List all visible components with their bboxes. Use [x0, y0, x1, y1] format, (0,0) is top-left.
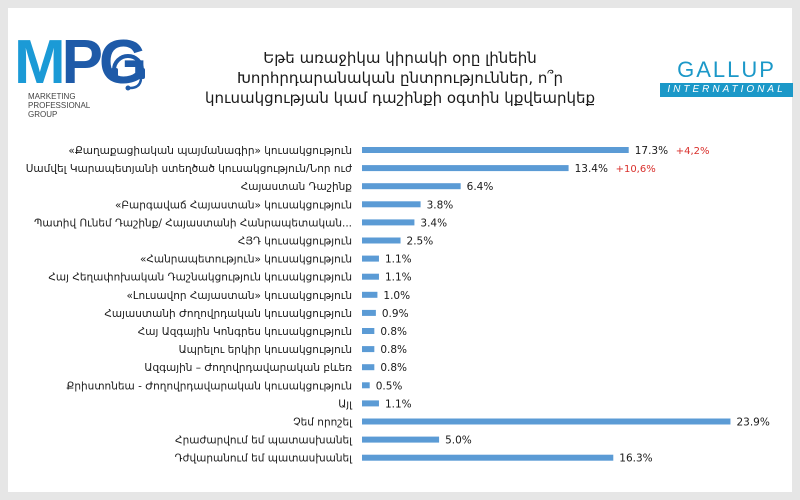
- category-label: Այլ: [338, 398, 353, 410]
- value-label: 2.5%: [407, 236, 434, 248]
- value-label: 0.8%: [380, 344, 407, 356]
- chart-title-line: Եթե առաջիկա կիրակի օրը լինեին: [263, 49, 537, 67]
- chart-title-line: Խորհրդարանական ընտրություններ, ո՞ր: [236, 69, 564, 87]
- change-label: +10,6%: [616, 164, 656, 175]
- value-label: 0.8%: [380, 362, 407, 374]
- mpg-subtitle: Marketing Professional Group: [28, 92, 91, 120]
- bar: [362, 328, 375, 334]
- gallup-logo-tagline: INTERNATIONAL: [660, 83, 793, 97]
- chart-title-line: կուսակցության կամ դաշինքի օգտին կքվեարկե…: [204, 89, 596, 107]
- bar: [362, 418, 731, 425]
- category-label: Հայ Հեղափոխական Դաշնակցություն կուսակցու…: [48, 272, 352, 284]
- bar: [362, 183, 461, 190]
- value-label: 13.4%: [575, 163, 608, 175]
- value-label: 23.9%: [736, 417, 769, 429]
- bar: [362, 273, 379, 280]
- bar: [362, 291, 378, 298]
- bar: [362, 255, 379, 262]
- category-label: Դժվարանում եմ պատասխանել: [175, 453, 353, 465]
- bar: [362, 382, 370, 389]
- bar: [362, 147, 629, 153]
- category-label: Հրաժարվում եմ պատասխանել: [175, 435, 353, 447]
- bar: [362, 219, 415, 226]
- bar: [362, 364, 375, 371]
- category-label: Քրիստոնեա - Ժողովրդավարական կուսակցությո…: [66, 380, 352, 392]
- mpg-letter-p: P: [61, 28, 103, 97]
- chart-title: Եթե առաջիկա կիրակի օրը լինեին Խորհրդարան…: [170, 48, 630, 108]
- value-label: 0.9%: [382, 308, 409, 320]
- category-label: ՀՅԴ կուսակցություն: [238, 236, 352, 248]
- category-label: Ապրելու երկիր կուսակցություն: [179, 344, 352, 356]
- value-label: 0.8%: [380, 326, 407, 338]
- value-label: 1.1%: [385, 398, 412, 410]
- headset-icon: [111, 54, 145, 91]
- value-label: 1.1%: [385, 272, 412, 284]
- value-label: 6.4%: [467, 181, 494, 193]
- bar: [362, 400, 379, 407]
- bar: [362, 165, 569, 172]
- mpg-letter-m: M: [14, 28, 66, 97]
- value-label: 5.0%: [445, 435, 472, 447]
- bar: [362, 436, 440, 443]
- bar: [362, 201, 421, 208]
- value-label: 1.1%: [385, 254, 412, 266]
- value-label: 1.0%: [383, 290, 410, 302]
- category-label: Հայաստան Դաշինք: [241, 181, 353, 193]
- category-label: Սամվել Կարապետյանի ստեղծած կուսակցությու…: [26, 163, 352, 175]
- change-label: +4,2%: [676, 146, 710, 157]
- value-label: 3.8%: [427, 199, 454, 211]
- mpg-logo: MPG Marketing Professional Group: [14, 32, 149, 127]
- bar: [362, 454, 614, 461]
- bar: [362, 346, 375, 353]
- category-label: Պատիվ Ունեմ Դաշինք/ Հայաստանի Հանրապետակ…: [34, 217, 352, 229]
- value-label: 17.3%: [635, 145, 668, 157]
- value-label: 16.3%: [619, 453, 652, 465]
- category-label: «Լուսավոր Հայաստան» կուսակցություն: [126, 290, 352, 302]
- category-label: Չեմ որոշել: [293, 417, 353, 429]
- value-label: 3.4%: [420, 217, 447, 229]
- category-label: «Բարգավաճ Հայաստան» կուսակցություն: [115, 199, 352, 211]
- bar: [362, 237, 401, 244]
- category-label: «Քաղաքացիական պայմանագիր» կուսակցություն: [68, 145, 352, 157]
- category-label: Հայաստանի Ժողովրդական կուսակցություն: [104, 308, 352, 320]
- value-label: 0.5%: [376, 380, 403, 392]
- category-label: Հայ Ազգային Կոնգրես կուսակցություն: [138, 326, 352, 338]
- category-label: Ազգային – Ժողովրդավարական բևեռ: [144, 362, 352, 374]
- bar: [362, 309, 376, 316]
- gallup-logo: GALLUP INTERNATIONAL: [660, 58, 793, 100]
- category-label: «Հանրապետություն» կուսակցություն: [140, 254, 352, 266]
- gallup-logo-name: GALLUP: [677, 57, 776, 82]
